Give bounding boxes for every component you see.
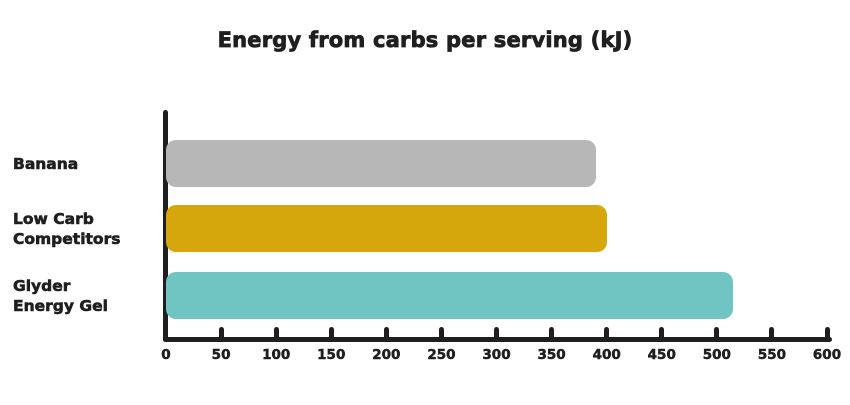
- x-tick-label: 250: [427, 347, 456, 364]
- x-tick-mark: [218, 327, 224, 340]
- x-tick-mark: [438, 327, 444, 340]
- x-tick-mark: [328, 327, 334, 340]
- category-label-line: Energy Gel: [13, 296, 109, 315]
- category-label: Banana: [13, 140, 158, 187]
- bar-glyder-energy-gel: [166, 272, 734, 319]
- x-tick-label: 350: [537, 347, 566, 364]
- x-tick-mark: [714, 327, 720, 340]
- x-tick-mark: [604, 327, 610, 340]
- x-tick-mark: [273, 327, 279, 340]
- x-tick-mark: [769, 327, 775, 340]
- x-tick-mark: [659, 327, 665, 340]
- bar-low-carb-competitors: [166, 205, 607, 252]
- x-tick-mark: [383, 327, 389, 340]
- x-tick-label: 550: [757, 347, 787, 364]
- category-label-line: Banana: [13, 154, 79, 173]
- plot-area: [163, 110, 832, 342]
- category-label-line: Low Carb: [13, 209, 94, 228]
- x-tick-label: 150: [317, 347, 346, 364]
- x-tick-label: 200: [372, 347, 401, 364]
- x-tick-label: 300: [482, 347, 511, 364]
- y-axis-line: [163, 110, 168, 342]
- x-tick-label: 100: [262, 347, 291, 364]
- x-tick-mark: [824, 327, 830, 340]
- bar-banana: [166, 140, 596, 187]
- x-tick-label: 400: [592, 347, 621, 364]
- x-tick-mark: [494, 327, 499, 340]
- category-label-line: Competitors: [13, 229, 121, 248]
- category-label: Low Carb Competitors: [13, 205, 158, 252]
- x-tick-label: 0: [161, 347, 171, 364]
- x-tick-mark: [549, 327, 555, 340]
- x-tick-label: 50: [211, 347, 231, 364]
- x-tick-label: 600: [812, 347, 842, 364]
- category-label-line: Glyder: [13, 276, 71, 295]
- x-tick-label: 450: [647, 347, 676, 364]
- chart-title: Energy from carbs per serving (kJ): [217, 28, 633, 53]
- x-tick-label: 500: [702, 347, 731, 364]
- category-label: Glyder Energy Gel: [13, 272, 158, 319]
